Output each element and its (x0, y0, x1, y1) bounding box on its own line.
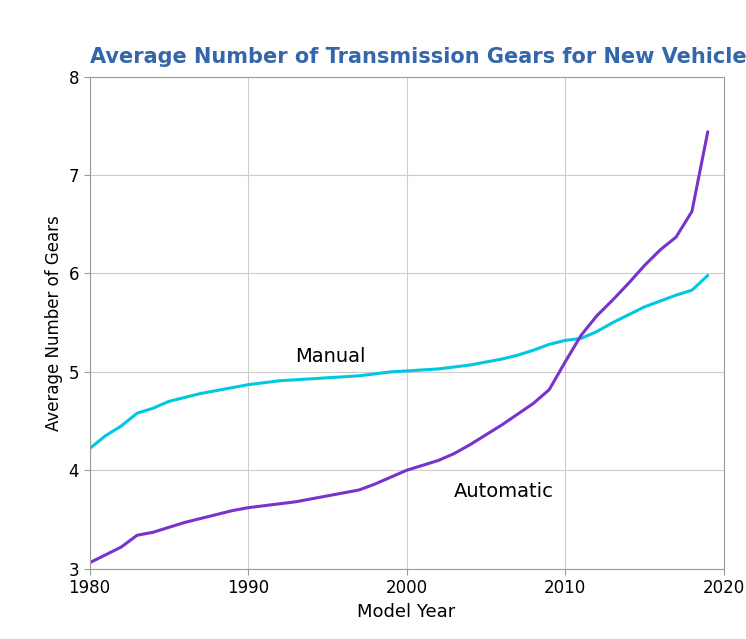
Text: Manual: Manual (295, 347, 366, 366)
Y-axis label: Average Number of Gears: Average Number of Gears (45, 215, 63, 431)
X-axis label: Model Year: Model Year (357, 603, 456, 620)
Text: Automatic: Automatic (454, 482, 554, 501)
Text: Average Number of Transmission Gears for New Vehicles: Average Number of Transmission Gears for… (90, 47, 746, 67)
